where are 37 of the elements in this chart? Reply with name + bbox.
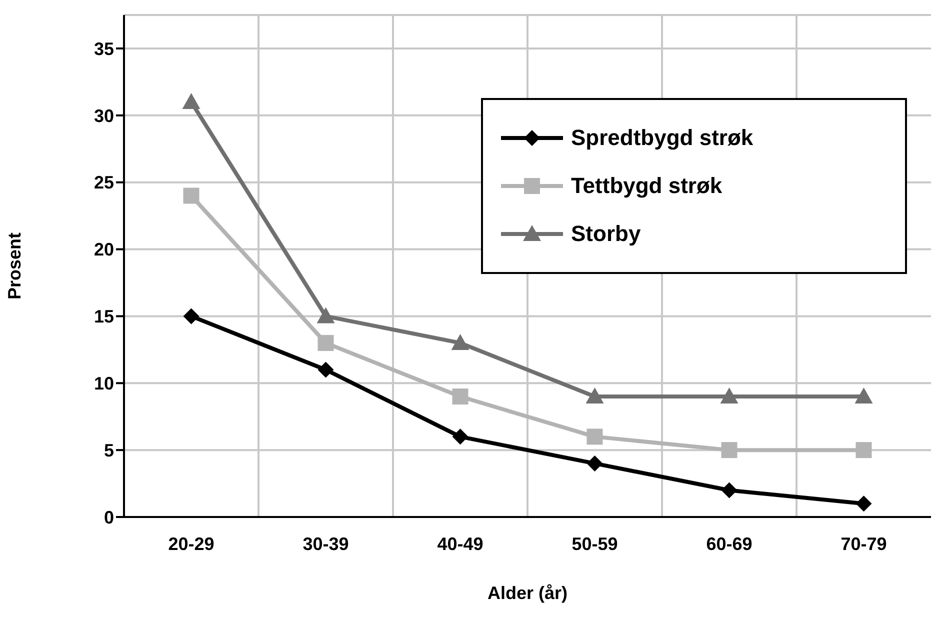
y-axis-title: Prosent — [4, 232, 24, 300]
x-tick-label: 50-59 — [572, 534, 618, 554]
point — [854, 388, 873, 404]
x-tick-label: 70-79 — [840, 534, 887, 554]
point — [316, 307, 335, 324]
point — [856, 442, 872, 458]
y-tick-label: 10 — [94, 374, 114, 394]
y-tick-label: 35 — [94, 38, 114, 59]
point — [721, 482, 738, 498]
y-tick-label: 20 — [94, 240, 114, 260]
y-tick-label: 25 — [94, 172, 114, 193]
point — [586, 455, 603, 472]
point — [183, 188, 200, 204]
point — [452, 388, 468, 405]
x-tick-label: 30-39 — [302, 534, 349, 554]
point — [318, 362, 334, 378]
x-axis-title: Alder (år) — [487, 583, 568, 603]
point — [586, 428, 603, 445]
x-tick-label: 60-69 — [706, 534, 752, 554]
point — [318, 334, 334, 351]
point — [856, 496, 872, 512]
point — [720, 388, 738, 404]
point — [586, 388, 604, 404]
y-tick-label: 30 — [94, 106, 114, 126]
y-tick-label: 5 — [104, 440, 114, 460]
point — [182, 93, 200, 110]
x-tick-label: 40-49 — [437, 534, 484, 554]
y-tick-label: 15 — [94, 306, 114, 327]
x-tick-label: 20-29 — [168, 534, 214, 554]
y-tick-label: 0 — [104, 507, 114, 528]
point — [183, 308, 200, 324]
point — [451, 334, 470, 350]
legend-label: Storby — [571, 221, 641, 247]
point — [452, 428, 468, 445]
legend-label: Spredtbygd strøk — [571, 125, 754, 151]
point — [721, 442, 738, 458]
legend-label: Tettbygd strøk — [571, 173, 722, 199]
